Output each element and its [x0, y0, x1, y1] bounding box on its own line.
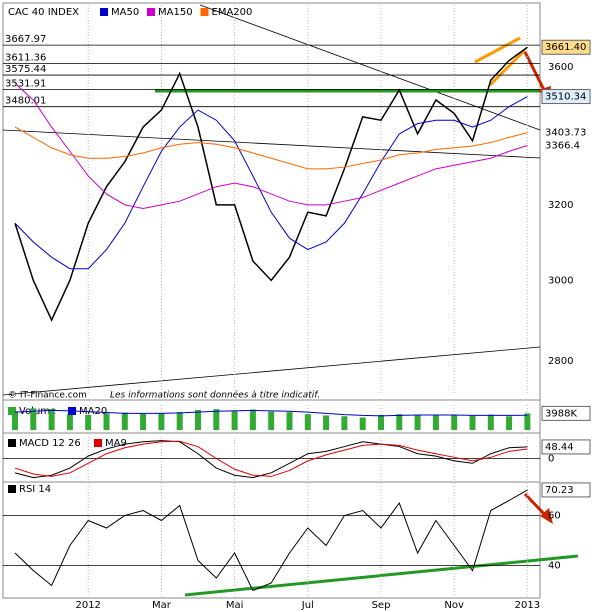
bar: [359, 417, 366, 430]
legend-swatch: [94, 439, 102, 447]
value-box: [541, 405, 591, 421]
x-tick-label: 2013: [515, 600, 540, 611]
bar: [286, 412, 293, 430]
legend-label: MA150: [158, 7, 193, 18]
bar: [378, 415, 384, 430]
legend-swatch: [200, 8, 209, 16]
legend-label: MA50: [111, 7, 139, 18]
bar: [249, 409, 256, 430]
frame: [2, 2, 541, 599]
bar: [195, 410, 201, 430]
trend-line: [2, 346, 541, 396]
bar: [213, 409, 220, 430]
annotations: [2, 4, 579, 597]
level-label: 3480.01: [5, 96, 46, 107]
level-label: 3611.36: [5, 52, 46, 63]
series-line: [14, 489, 528, 592]
value-label: 70.23: [545, 485, 574, 496]
wedge-line: [474, 36, 521, 64]
series-line: [14, 46, 528, 322]
chart-title: CAC 40 INDEX: [8, 7, 79, 18]
arrow: [523, 51, 547, 93]
series-line: [14, 126, 528, 170]
level-label: 3575.44: [5, 64, 46, 75]
bar: [524, 413, 531, 430]
x-tick-label: Jul: [301, 600, 314, 611]
legend-label: MA9: [105, 438, 127, 449]
value-box: [541, 482, 591, 498]
bar: [268, 411, 275, 430]
value-box: [541, 89, 591, 105]
trend-line: [2, 129, 541, 159]
legend-swatch: [8, 407, 16, 415]
value-label: 3988K: [545, 408, 577, 419]
series-line: [14, 83, 528, 210]
y-tick-label: 40: [548, 561, 561, 572]
bar: [432, 415, 439, 430]
legend-label: MACD 12 26: [19, 438, 81, 449]
bar: [121, 412, 128, 430]
series-line: [14, 440, 528, 477]
x-tick-label: 2012: [75, 600, 100, 611]
bar: [304, 414, 311, 430]
arrow-head: [540, 508, 553, 524]
legend-swatch: [100, 8, 108, 16]
value-box: [541, 439, 591, 455]
bar: [12, 411, 18, 430]
value-label: 3510.34: [545, 92, 586, 103]
bar: [30, 408, 37, 430]
value-label: 3661.40: [545, 42, 586, 53]
bar: [140, 413, 147, 430]
bar: [487, 414, 494, 430]
y-tick-label: 0: [548, 454, 554, 465]
bar: [231, 410, 238, 430]
bar: [451, 415, 458, 430]
bar: [323, 415, 330, 430]
value-label: 48.44: [545, 442, 574, 453]
series-line: [14, 96, 528, 270]
bar: [103, 413, 110, 430]
legend-label: EMA200: [212, 7, 253, 18]
y-tick-label: 3200: [548, 200, 573, 211]
legend-swatch: [8, 439, 16, 447]
bar: [396, 414, 403, 430]
series-line: [14, 440, 528, 479]
x-tick-label: Sep: [372, 600, 391, 611]
series-line: [14, 409, 528, 417]
wedge-line: [488, 48, 527, 87]
value-label: 3366.4: [545, 141, 580, 152]
level-label: 3531.91: [5, 78, 46, 89]
bar: [176, 412, 183, 430]
y-tick-label: 3000: [548, 275, 573, 286]
bar: [85, 415, 92, 430]
bar: [506, 416, 513, 430]
source: © IT-Finance.com: [8, 391, 87, 401]
bar: [158, 412, 165, 430]
y-tick-label: 2800: [548, 356, 573, 367]
level-label: 3667.97: [5, 34, 46, 45]
legend-swatch: [147, 8, 155, 16]
x-tick-label: Mar: [152, 600, 172, 611]
bar: [469, 415, 476, 430]
trend-line: [199, 4, 541, 131]
value-box: [541, 39, 591, 55]
x-tick-label: Nov: [444, 600, 464, 611]
bar: [414, 414, 421, 430]
y-tick-label: 3600: [548, 62, 573, 73]
note: Les informations sont données à titre in…: [110, 390, 320, 401]
x-tick-label: Mai: [226, 600, 244, 611]
bar: [341, 416, 348, 430]
support-line: [184, 554, 579, 597]
value-label: 3403.73: [545, 128, 586, 139]
bar: [66, 414, 73, 430]
y-tick-label: 60: [548, 511, 561, 522]
bar: [48, 409, 55, 430]
legend-label: RSI 14: [19, 484, 51, 495]
legend-swatch: [8, 485, 16, 493]
